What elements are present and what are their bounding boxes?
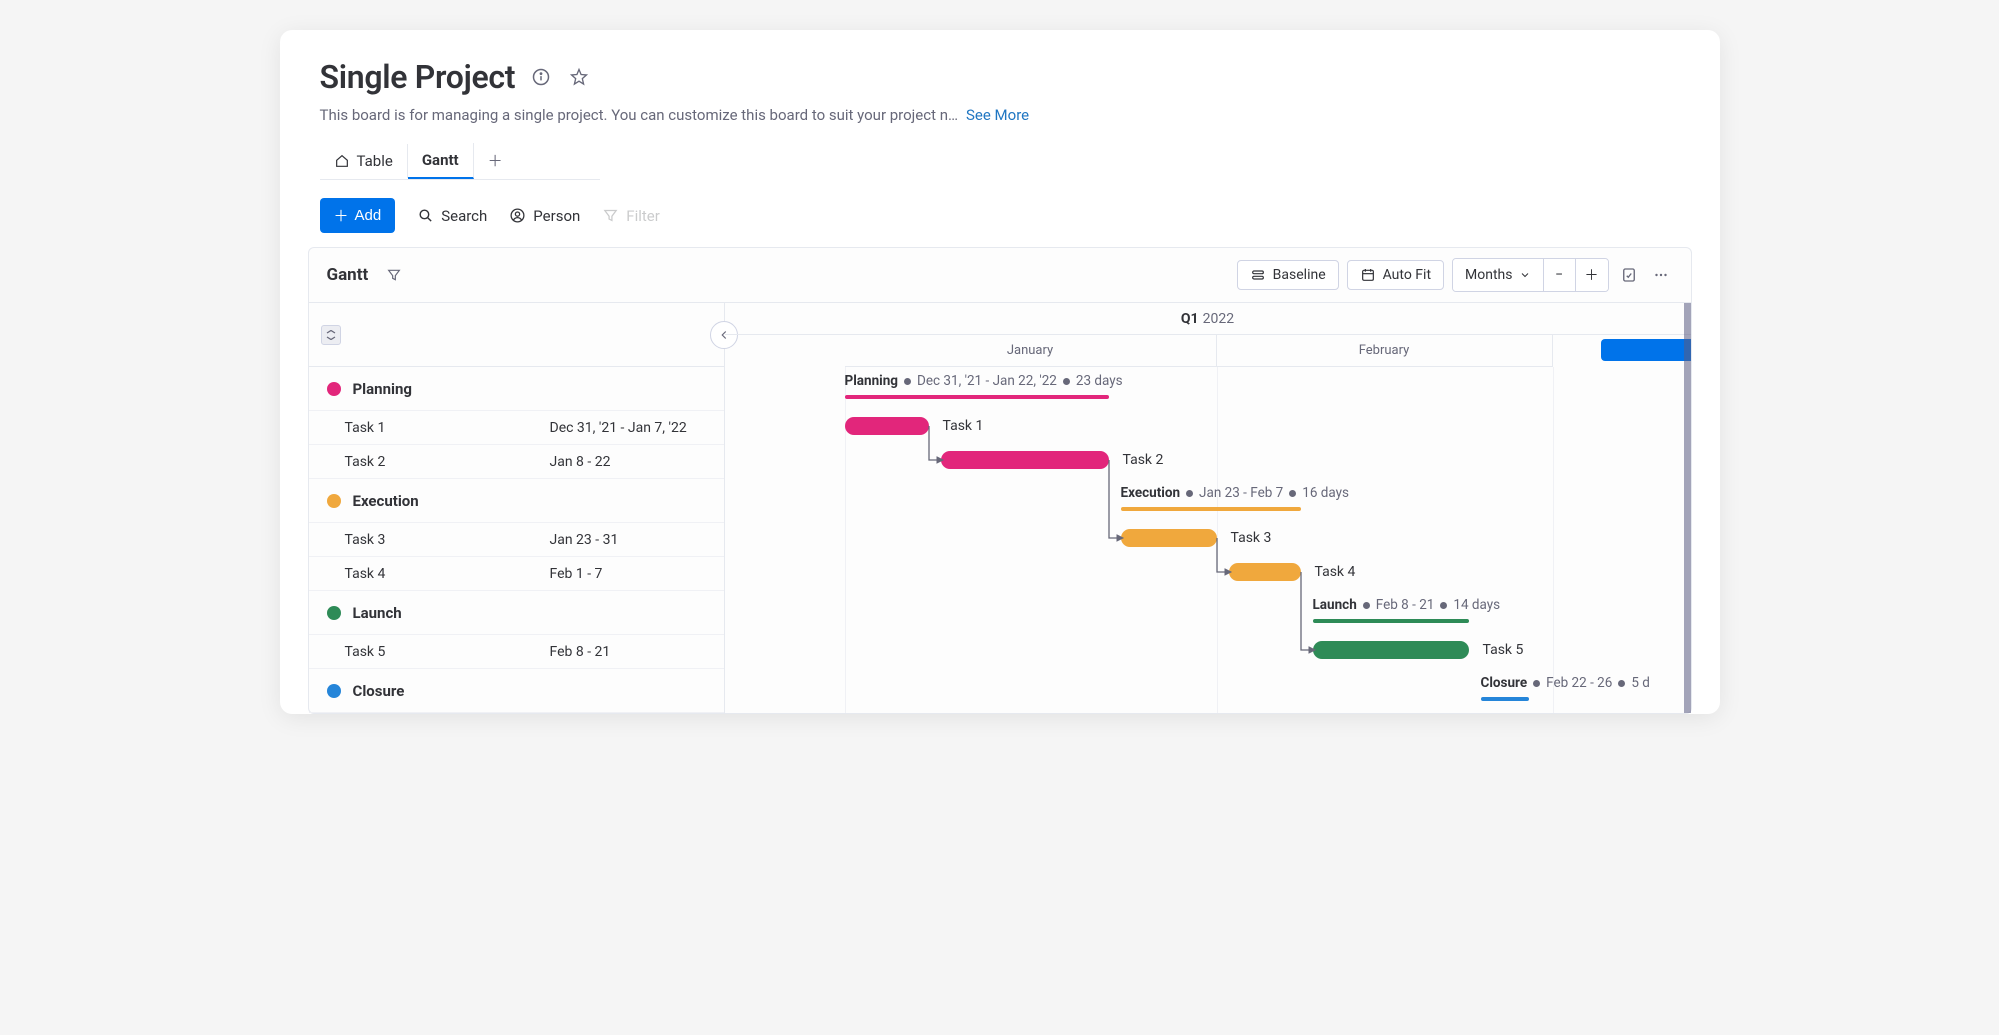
task-row[interactable]: Task 2Jan 8 - 22 xyxy=(309,445,724,479)
plus-icon: ＋ xyxy=(334,205,349,226)
select-label: Months xyxy=(1465,267,1512,283)
board-toolbar: ＋ Add Search Person Filter xyxy=(320,198,1680,247)
timescale-select[interactable]: Months xyxy=(1453,259,1543,291)
dependency-arrow xyxy=(1107,458,1133,544)
gantt-body: PlanningTask 1Dec 31, '21 - Jan 7, '22Ta… xyxy=(309,303,1691,713)
filter-button[interactable]: Filter xyxy=(602,207,660,225)
task-bar[interactable]: Task 3 xyxy=(1121,529,1217,547)
task-row[interactable]: Task 3Jan 23 - 31 xyxy=(309,523,724,557)
button-label: Auto Fit xyxy=(1383,267,1431,283)
task-name: Task 3 xyxy=(345,532,550,548)
info-icon[interactable] xyxy=(529,65,553,89)
task-dates: Feb 8 - 21 xyxy=(550,644,611,660)
quarter-label: Q1 xyxy=(1181,311,1199,327)
add-button[interactable]: ＋ Add xyxy=(320,198,396,233)
group-summary-bar[interactable] xyxy=(1481,697,1529,701)
group-summary-bar[interactable] xyxy=(1121,507,1301,511)
task-bar[interactable]: Task 2 xyxy=(941,451,1109,469)
group-header-closure[interactable]: Closure xyxy=(309,669,724,713)
tab-table[interactable]: Table xyxy=(320,144,408,178)
month-cell: February xyxy=(1217,335,1553,367)
baseline-button[interactable]: Baseline xyxy=(1237,260,1339,290)
see-more-link[interactable]: See More xyxy=(966,106,1029,124)
task-name: Task 2 xyxy=(345,454,550,470)
group-name: Closure xyxy=(353,682,405,700)
zoom-out-button[interactable]: − xyxy=(1544,259,1576,291)
month-cell: January xyxy=(845,335,1217,367)
year-label: 2022 xyxy=(1203,311,1234,327)
task-bar[interactable]: Task 1 xyxy=(845,417,929,435)
group-summary-bar[interactable] xyxy=(845,395,1109,399)
person-filter-button[interactable]: Person xyxy=(509,207,580,225)
quarter-header: Q1 2022 xyxy=(725,303,1691,335)
view-tabs: Table Gantt ＋ xyxy=(320,142,600,180)
dependency-arrow xyxy=(927,424,953,466)
gantt-toolbar: Gantt Baseline Auto Fit Months xyxy=(309,248,1691,303)
task-row[interactable]: Task 1Dec 31, '21 - Jan 7, '22 xyxy=(309,411,724,445)
task-dates: Dec 31, '21 - Jan 7, '22 xyxy=(550,420,687,436)
button-label: Baseline xyxy=(1273,267,1326,283)
task-dates: Feb 1 - 7 xyxy=(550,566,603,582)
board-card: Single Project This board is for managin… xyxy=(280,30,1720,714)
task-bar[interactable]: Task 5 xyxy=(1313,641,1469,659)
more-icon[interactable] xyxy=(1649,263,1673,287)
group-header-launch[interactable]: Launch xyxy=(309,591,724,635)
group-color-dot xyxy=(327,494,341,508)
group-summary-label: ExecutionJan 23 - Feb 716 days xyxy=(1121,485,1350,501)
gantt-title: Gantt xyxy=(327,265,369,285)
task-row[interactable]: Task 5Feb 8 - 21 xyxy=(309,635,724,669)
month-header: JanuaryFebruary xyxy=(725,335,1691,367)
task-name: Task 4 xyxy=(345,566,550,582)
board-header: Single Project This board is for managin… xyxy=(280,30,1720,247)
zoom-in-button[interactable]: ＋ xyxy=(1576,259,1608,291)
tab-gantt[interactable]: Gantt xyxy=(408,143,474,179)
gantt-widget: Gantt Baseline Auto Fit Months xyxy=(308,247,1692,714)
group-header-execution[interactable]: Execution xyxy=(309,479,724,523)
dependency-arrow xyxy=(1215,536,1241,578)
gantt-bars: PlanningDec 31, '21 - Jan 22, '2223 days… xyxy=(725,367,1691,713)
star-icon[interactable] xyxy=(567,65,591,89)
timeline-column[interactable]: Q1 2022 JanuaryFebruary PlanningDec 31, … xyxy=(725,303,1691,713)
tab-label: Table xyxy=(357,152,393,170)
group-summary-bar[interactable] xyxy=(1313,619,1469,623)
group-summary-label: ClosureFeb 22 - 265 d xyxy=(1481,675,1650,691)
group-summary-label: PlanningDec 31, '21 - Jan 22, '2223 days xyxy=(845,373,1123,389)
group-name: Launch xyxy=(353,604,402,622)
zoom-controls: Months − ＋ xyxy=(1452,258,1608,292)
task-name: Task 5 xyxy=(345,644,550,660)
filter-icon[interactable] xyxy=(382,263,406,287)
scrollbar-vertical[interactable] xyxy=(1684,303,1691,713)
group-name: Execution xyxy=(353,492,419,510)
today-indicator xyxy=(1601,339,1691,361)
task-dates: Jan 23 - 31 xyxy=(550,532,619,548)
group-color-dot xyxy=(327,382,341,396)
task-dates: Jan 8 - 22 xyxy=(550,454,611,470)
task-bar-label: Task 5 xyxy=(1483,641,1524,659)
auto-fit-button[interactable]: Auto Fit xyxy=(1347,260,1444,290)
export-icon[interactable] xyxy=(1617,263,1641,287)
button-label: Filter xyxy=(626,207,660,225)
search-button[interactable]: Search xyxy=(417,207,487,225)
dependency-arrow xyxy=(1299,570,1325,656)
group-summary-label: LaunchFeb 8 - 2114 days xyxy=(1313,597,1501,613)
task-row[interactable]: Task 4Feb 1 - 7 xyxy=(309,557,724,591)
tab-label: Gantt xyxy=(422,151,459,169)
button-label: Search xyxy=(441,207,487,225)
task-list-column: PlanningTask 1Dec 31, '21 - Jan 7, '22Ta… xyxy=(309,303,725,713)
board-title: Single Project xyxy=(320,58,516,96)
task-list: PlanningTask 1Dec 31, '21 - Jan 7, '22Ta… xyxy=(309,367,724,713)
task-name: Task 1 xyxy=(345,420,550,436)
group-name: Planning xyxy=(353,380,412,398)
add-view-button[interactable]: ＋ xyxy=(474,142,517,179)
button-label: Add xyxy=(355,207,382,224)
collapse-all-button[interactable] xyxy=(321,325,341,345)
group-color-dot xyxy=(327,684,341,698)
button-label: Person xyxy=(533,207,580,225)
board-description: This board is for managing a single proj… xyxy=(320,106,959,124)
group-header-planning[interactable]: Planning xyxy=(309,367,724,411)
group-color-dot xyxy=(327,606,341,620)
